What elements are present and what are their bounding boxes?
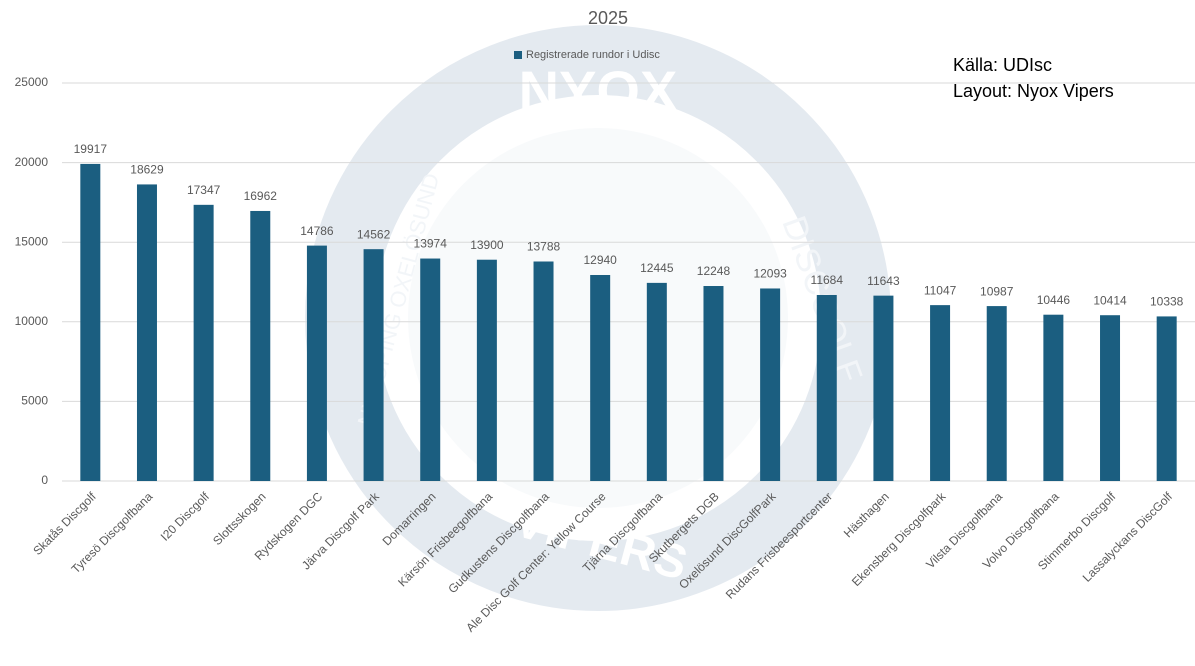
- data-label: 10987: [980, 284, 1014, 298]
- y-tick-label: 0: [41, 473, 48, 487]
- bar: [136, 184, 157, 481]
- bar: [646, 282, 667, 481]
- bar: [476, 259, 497, 481]
- annotation: Layout: Nyox Vipers: [953, 81, 1114, 101]
- data-label: 10338: [1150, 295, 1184, 309]
- bar: [590, 274, 611, 481]
- data-label: 17347: [187, 183, 221, 197]
- chart-title: 2025: [588, 8, 628, 28]
- y-tick-label: 10000: [15, 314, 49, 328]
- legend-label: Registrerade rundor i Udisc: [526, 49, 660, 61]
- data-label: 13788: [527, 240, 561, 254]
- bar: [80, 163, 101, 481]
- data-label: 11643: [867, 274, 900, 288]
- bar: [703, 286, 724, 481]
- data-label: 19917: [74, 142, 108, 156]
- bar: [816, 294, 837, 481]
- data-label: 10414: [1093, 293, 1127, 307]
- bar: [873, 295, 894, 481]
- data-label: 10446: [1037, 293, 1071, 307]
- bar: [986, 306, 1007, 481]
- bar: [363, 249, 384, 481]
- x-tick-label: Slottsskogen: [210, 489, 268, 547]
- data-label: 12093: [753, 267, 787, 281]
- data-label: 14786: [300, 224, 334, 238]
- bar: [930, 305, 951, 481]
- bar: [306, 245, 327, 481]
- data-label: 11047: [924, 283, 957, 297]
- data-label: 13900: [470, 238, 504, 252]
- y-tick-label: 5000: [21, 394, 48, 408]
- data-label: 13974: [414, 237, 448, 251]
- watermark: NYOX DISCGOLF NYKÖPING OXELÖSUND VIPERS: [305, 25, 891, 611]
- data-label: 12445: [640, 261, 674, 275]
- bar: [1100, 315, 1121, 481]
- bar: [193, 204, 214, 481]
- watermark-ring: [305, 25, 891, 611]
- x-tick-label: Hästhagen: [841, 489, 892, 540]
- bar: [760, 288, 781, 481]
- y-tick-label: 15000: [15, 234, 49, 248]
- data-label: 12248: [697, 264, 731, 278]
- x-tick-label: I20 Discgolf: [158, 489, 213, 544]
- y-tick-label: 25000: [15, 75, 49, 89]
- y-tick-label: 20000: [15, 155, 49, 169]
- data-label: 14562: [357, 227, 391, 241]
- annotation: Källa: UDIsc: [953, 55, 1052, 75]
- bar: [1043, 314, 1064, 481]
- data-label: 16962: [244, 189, 278, 203]
- legend-swatch: [514, 51, 522, 59]
- watermark-text: NYOX: [519, 59, 678, 122]
- data-label: 12940: [583, 253, 617, 267]
- bar: [533, 261, 554, 481]
- data-label: 11684: [811, 273, 844, 287]
- bar: [1156, 316, 1177, 481]
- bar: [420, 258, 441, 481]
- bar: [250, 210, 271, 481]
- x-tick-label: Ekensberg Discgolfpark: [849, 489, 949, 589]
- data-label: 18629: [130, 163, 164, 177]
